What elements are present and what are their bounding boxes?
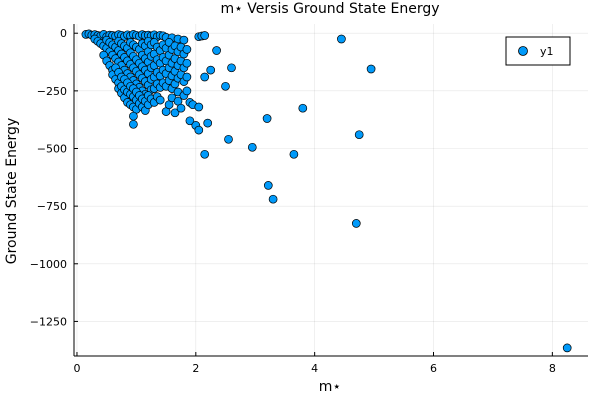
x-ticks: 0 2 4 6 8 (73, 352, 556, 375)
data-point (200, 31, 210, 40)
y-tick-label: −1000 (30, 258, 67, 271)
data-point (224, 134, 233, 144)
x-tick-label: 4 (311, 362, 318, 375)
data-point (203, 118, 213, 128)
legend-marker (518, 46, 528, 56)
x-axis-title: m⋆ (319, 379, 341, 395)
data-point (129, 119, 138, 129)
x-tick-label: 2 (192, 362, 199, 375)
legend-box (505, 36, 571, 66)
data-point (182, 58, 192, 68)
data-point (194, 125, 204, 135)
data-point (182, 72, 192, 82)
data-point (337, 34, 346, 44)
data-point (562, 343, 572, 353)
chart-title: m⋆ Versis Ground State Energy (220, 1, 439, 17)
data-point (155, 95, 165, 105)
x-tick-label: 0 (73, 362, 80, 375)
y-axis-title: Ground State Energy (4, 118, 20, 264)
data-point (176, 103, 186, 113)
y-tick-label: −250 (37, 85, 67, 98)
grid-lines (74, 24, 588, 356)
data-point (129, 111, 138, 121)
data-point (247, 142, 257, 152)
y-tick-label: −750 (37, 200, 67, 213)
data-point (206, 65, 216, 75)
y-tick-label: 0 (60, 27, 67, 40)
data-point (227, 63, 236, 73)
data-point (263, 181, 273, 190)
data-point (182, 86, 192, 96)
data-point (298, 103, 308, 113)
y-ticks: 0 −250 −500 −750 −1000 −1250 (30, 27, 78, 328)
y-tick-label: −1250 (30, 315, 67, 328)
data-point (200, 149, 210, 159)
axes (73, 24, 588, 357)
data-point (354, 130, 364, 140)
data-point (212, 46, 221, 55)
x-tick-label: 8 (549, 362, 556, 375)
x-tick-label: 6 (430, 362, 437, 375)
data-point (194, 102, 204, 112)
data-points (81, 29, 572, 353)
data-point (268, 194, 278, 204)
data-point (289, 149, 299, 159)
data-point (221, 81, 230, 91)
data-point (170, 108, 180, 118)
legend: y1 (505, 36, 571, 66)
data-point (185, 116, 195, 126)
data-point (351, 219, 361, 228)
data-point (262, 114, 272, 123)
y-tick-label: −500 (37, 143, 67, 156)
legend-label-y1: y1 (540, 45, 554, 58)
data-point (182, 45, 192, 54)
data-point (200, 72, 210, 82)
data-point (366, 64, 376, 74)
